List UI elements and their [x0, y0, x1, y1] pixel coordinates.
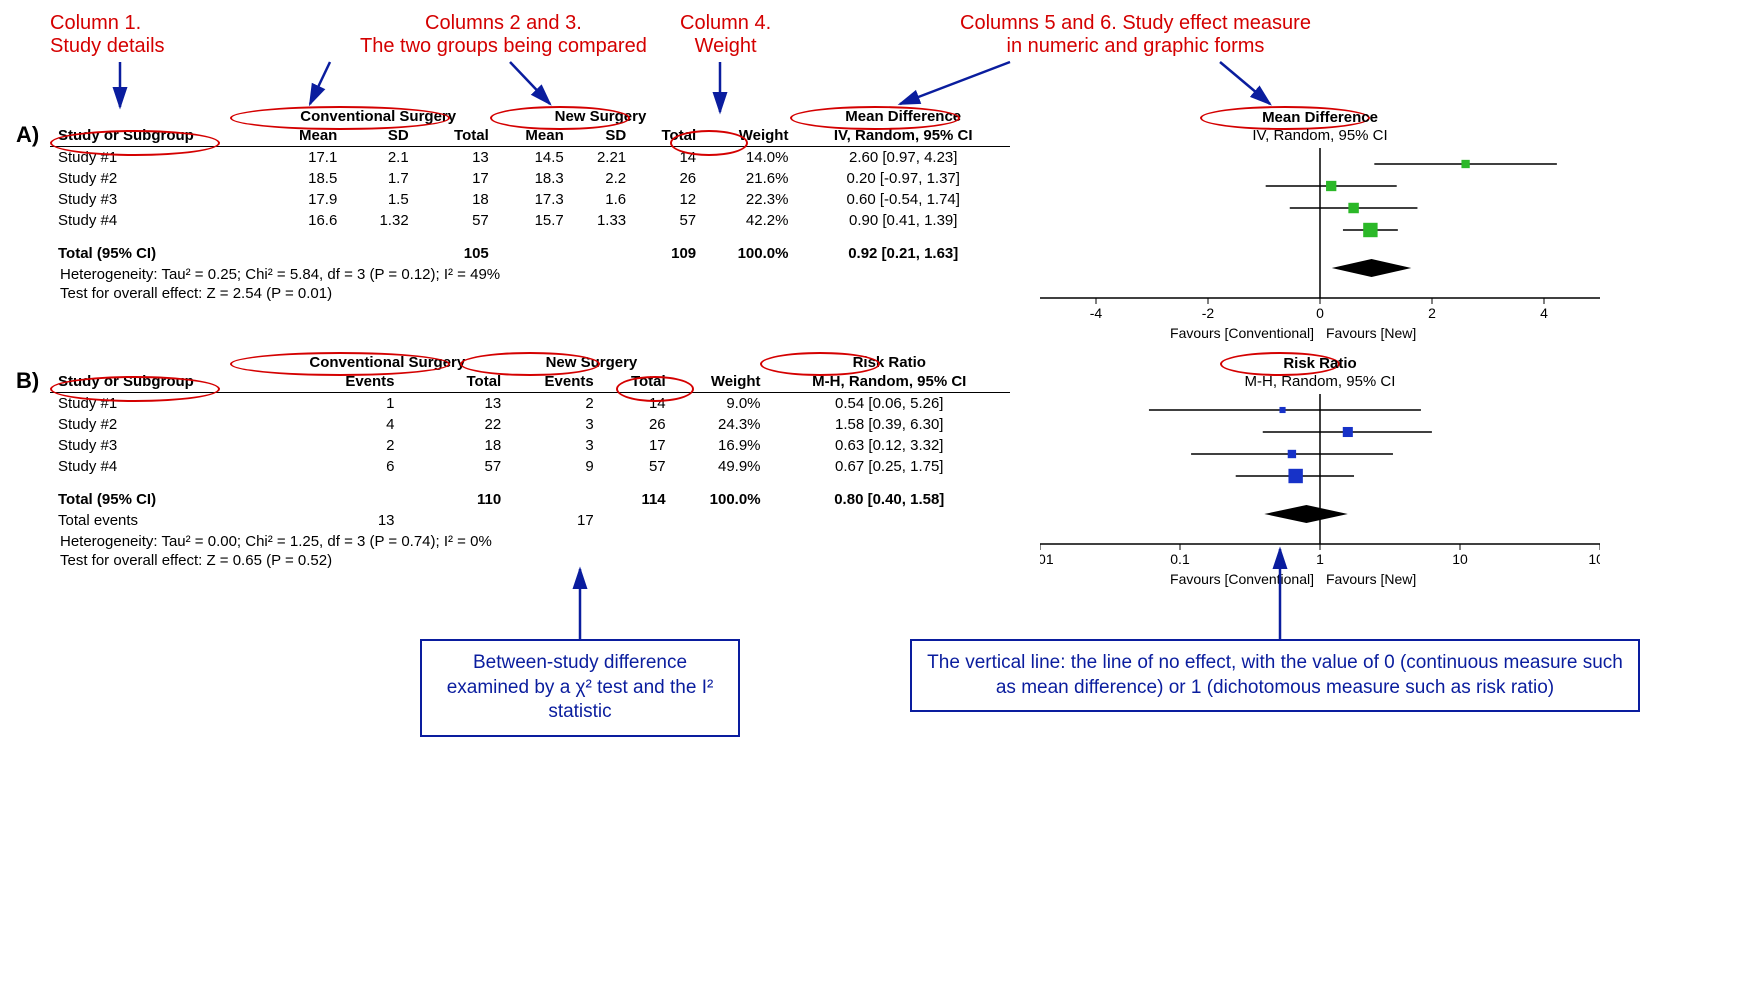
col1-title: Column 1.: [50, 12, 141, 34]
panel-b: B) Conventional Surgery New Surgery Risk…: [20, 352, 1721, 569]
study-cell: Study #4: [50, 456, 265, 477]
group2-header-b: New Surgery: [509, 352, 673, 371]
col-study-a: Study or Subgroup: [50, 125, 260, 147]
svg-text:Favours [New]: Favours [New]: [1326, 571, 1416, 587]
top-annotations: Column 1.Study details Columns 2 and 3.T…: [20, 12, 1721, 102]
study-cell: Study #2: [50, 168, 260, 189]
col-study-b: Study or Subgroup: [50, 371, 265, 393]
svg-text:0.01: 0.01: [1040, 551, 1054, 567]
svg-text:10: 10: [1452, 551, 1468, 567]
svg-text:2: 2: [1428, 305, 1436, 321]
svg-text:100: 100: [1588, 551, 1600, 567]
svg-text:Mean Difference: Mean Difference: [1262, 109, 1378, 126]
svg-text:-2: -2: [1202, 305, 1215, 321]
forest-plot-b: Risk RatioM-H, Random, 95% CI 0.01 0.1 1 10 1…: [1040, 354, 1600, 594]
svg-text:Favours [New]: Favours [New]: [1326, 325, 1416, 341]
col4-title: Column 4.: [680, 12, 771, 34]
col23-title: Columns 2 and 3.: [425, 12, 582, 34]
study-cell: Study #2: [50, 414, 265, 435]
group2-header-a: New Surgery: [497, 106, 704, 125]
col56-sub: in numeric and graphic forms: [1007, 35, 1265, 57]
chi2-box: Between-study difference examined by a χ…: [420, 639, 740, 737]
vline-box: The vertical line: the line of no effect…: [910, 639, 1640, 712]
col1-sub: Study details: [50, 35, 165, 57]
group1-header-a: Conventional Surgery: [260, 106, 497, 125]
svg-text:Favours [Conventional]: Favours [Conventional]: [1170, 325, 1314, 341]
svg-text:M-H, Random, 95% CI: M-H, Random, 95% CI: [1245, 373, 1396, 390]
bottom-annotations: Between-study difference examined by a χ…: [20, 599, 1721, 779]
panel-a: A) Conventional Surgery New Surgery Mean…: [20, 106, 1721, 302]
svg-text:IV, Random, 95% CI: IV, Random, 95% CI: [1252, 127, 1387, 144]
effect-header-a: Mean Difference: [796, 106, 1010, 125]
svg-text:Favours [Conventional]: Favours [Conventional]: [1170, 571, 1314, 587]
panel-b-label: B): [16, 368, 39, 394]
svg-text:4: 4: [1540, 305, 1548, 321]
col23-sub: The two groups being compared: [360, 35, 647, 57]
col56-title: Columns 5 and 6. Study effect measure: [960, 12, 1311, 34]
group1-header-b: Conventional Surgery: [265, 352, 509, 371]
study-cell: Study #1: [50, 393, 265, 415]
svg-text:-4: -4: [1090, 305, 1103, 321]
svg-text:0: 0: [1316, 305, 1324, 321]
svg-text:0.1: 0.1: [1170, 551, 1190, 567]
effect-header-b: Risk Ratio: [769, 352, 1010, 371]
study-cell: Study #3: [50, 435, 265, 456]
svg-text:Risk Ratio: Risk Ratio: [1283, 355, 1356, 372]
forest-plot-a: Mean DifferenceIV, Random, 95% CI -4 -2 0 2 4…: [1040, 108, 1600, 348]
svg-text:1: 1: [1316, 551, 1324, 567]
study-cell: Study #1: [50, 147, 260, 169]
study-cell: Study #3: [50, 189, 260, 210]
forest-table-b: Conventional Surgery New Surgery Risk Ra…: [50, 352, 1010, 531]
forest-table-a: Conventional Surgery New Surgery Mean Di…: [50, 106, 1010, 264]
col4-sub: Weight: [695, 35, 757, 57]
panel-a-label: A): [16, 122, 39, 148]
study-cell: Study #4: [50, 210, 260, 231]
